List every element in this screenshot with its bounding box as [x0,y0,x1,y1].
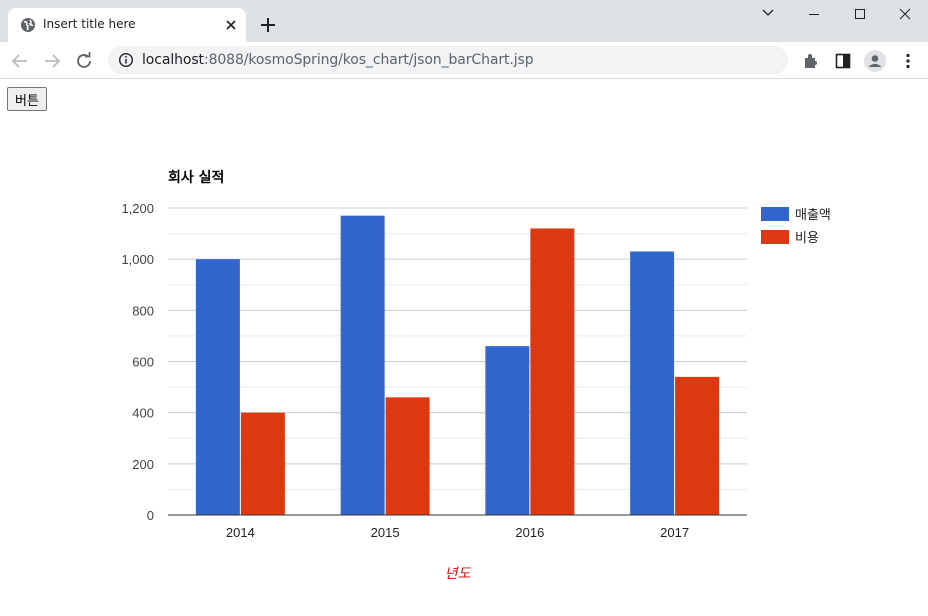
side-panel-icon[interactable] [833,51,853,71]
bar-2015-1 [385,397,430,515]
x-tick-label: 2017 [660,525,689,540]
y-tick-label: 600 [132,355,154,370]
page-button[interactable]: 버튼 [7,87,47,111]
close-window-icon[interactable] [882,0,928,30]
menu-kebab-icon[interactable] [898,51,918,71]
url-host: localhost [142,52,204,68]
url-text: localhost:8088/kosmoSpring/kos_chart/jso… [142,52,534,68]
maximize-icon[interactable] [837,0,883,30]
tab-strip: Insert title here [0,0,928,42]
minimize-icon[interactable] [791,0,837,30]
bar-2017-1 [675,376,720,515]
globe-icon [21,18,35,32]
extensions-icon[interactable] [801,51,821,71]
chart-title: 회사 실적 [168,169,224,186]
legend-swatch [761,230,789,244]
chart-bars [168,215,747,516]
new-tab-icon[interactable] [257,14,279,36]
bar-2016-0 [485,346,530,515]
profile-avatar-icon[interactable] [863,49,887,73]
url-path: :8088/kosmoSpring/kos_chart/json_barChar… [203,52,534,68]
y-tick-label: 0 [147,508,154,523]
address-bar[interactable]: localhost:8088/kosmoSpring/kos_chart/jso… [108,46,788,74]
y-tick-label: 1,000 [121,252,154,267]
close-tab-icon[interactable] [222,16,240,34]
y-tick-label: 400 [132,406,154,421]
y-tick-label: 1,200 [121,201,154,216]
browser-tab[interactable]: Insert title here [8,8,246,42]
legend-label: 매출액 [795,208,831,223]
site-info-icon[interactable] [118,52,134,68]
tab-search-icon[interactable] [745,0,791,30]
y-tick-label: 800 [132,303,154,318]
y-tick-label: 200 [132,457,154,472]
x-tick-label: 2015 [371,525,400,540]
back-icon[interactable] [8,49,32,73]
bar-2014-0 [195,259,240,515]
bar-2016-1 [530,228,575,515]
bar-2015-0 [340,215,385,516]
x-tick-label: 2016 [515,525,544,540]
forward-icon[interactable] [40,49,64,73]
reload-icon[interactable] [72,49,96,73]
y-axis-labels: 0 200 400 600 800 1,000 1,200 [121,201,154,523]
x-axis-labels: 2014 2015 2016 2017 [226,525,689,540]
legend-swatch [761,207,789,221]
x-axis-title: 년도 [445,566,472,582]
bar-2017-0 [630,251,675,515]
tab-title: Insert title here [43,17,136,31]
x-tick-label: 2014 [226,525,255,540]
legend-label: 비용 [795,231,819,246]
bar-2014-1 [240,412,285,515]
